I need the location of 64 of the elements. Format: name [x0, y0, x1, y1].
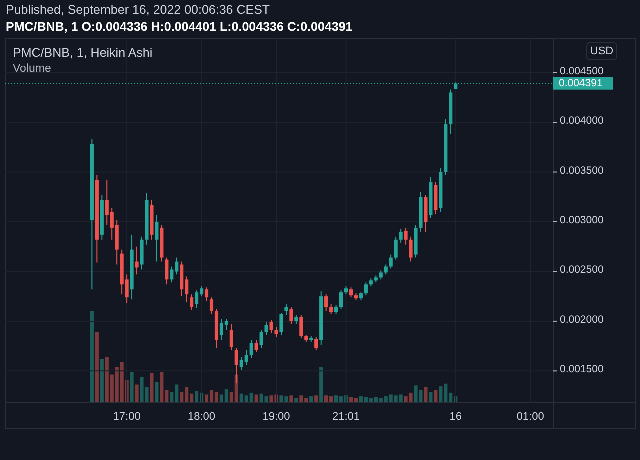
bar: [294, 398, 298, 402]
bar: [429, 392, 433, 402]
bar: [95, 332, 99, 402]
chart-title: PMC/BNB, 1 O:0.004336 H:0.004401 L:0.004336 C:0.004391: [6, 20, 353, 34]
candlestick: [230, 324, 234, 351]
x-tick-label: 19:00: [262, 411, 290, 423]
chart-title: Volume: [13, 63, 52, 75]
y-tick-label: 0.004500: [560, 65, 604, 78]
candlestick: [409, 236, 413, 262]
candlestick: [314, 336, 318, 351]
candlestick: [364, 282, 368, 296]
bar: [254, 394, 258, 402]
candlestick: [384, 264, 388, 276]
text: PMC/BNB, 1, Heikin Ashi: [13, 46, 153, 60]
bar: [290, 396, 294, 402]
candlestick: [324, 294, 328, 312]
candlestick: [165, 257, 169, 286]
candlestick: [250, 340, 254, 359]
ref-line-label: 0.004391: [559, 78, 603, 90]
candlestick: [300, 314, 304, 339]
y-tick-label: 0.003500: [560, 164, 604, 177]
candlestick: [254, 340, 258, 353]
y-tick-label: 0.002000: [560, 314, 604, 326]
text: Published, September 16, 2022 00:06:36 CEST: [6, 3, 270, 17]
candlestick: [280, 312, 284, 336]
candlestick: [290, 307, 294, 325]
candlestick: [389, 254, 393, 270]
bar: [155, 382, 159, 402]
candlestick: [190, 294, 194, 312]
bar: [310, 396, 314, 402]
bar: [135, 384, 139, 402]
candlestick: [349, 287, 354, 298]
candlestick: [404, 227, 408, 246]
candlestick: [330, 304, 334, 315]
x-tick-label: 18:00: [188, 411, 216, 423]
y-tick-label: 0.001500: [560, 364, 604, 376]
x-tick-label: 01:00: [516, 411, 544, 423]
candlestick: [270, 320, 274, 334]
candlestick: [210, 297, 214, 315]
candlestick: [264, 322, 268, 336]
y-tick-label: 0.004000: [560, 115, 604, 128]
bar: [90, 311, 94, 402]
y-tick-label: 0.003000: [560, 214, 604, 226]
candlestick: [260, 330, 264, 349]
x-tick-label: 17:00: [113, 411, 141, 423]
candlestick: [394, 236, 398, 260]
candlestick: [135, 246, 139, 276]
bar: [150, 372, 154, 402]
candlestick: [399, 228, 403, 244]
bar: [100, 359, 104, 402]
candlestick: [204, 287, 209, 302]
candlestick: [274, 326, 278, 338]
bar: [314, 396, 318, 402]
candlestick: [155, 214, 159, 262]
bar: [130, 372, 134, 402]
x-tick-label: 16: [450, 411, 462, 423]
candlestick: [284, 304, 288, 316]
bar: [320, 368, 324, 402]
y-axis-title: USD: [590, 46, 614, 58]
x-tick-label: 21:01: [332, 411, 360, 423]
y-tick-label: 0.002500: [560, 264, 604, 276]
candlestick: [339, 290, 344, 310]
bar: [424, 387, 428, 402]
bar: [434, 390, 438, 402]
